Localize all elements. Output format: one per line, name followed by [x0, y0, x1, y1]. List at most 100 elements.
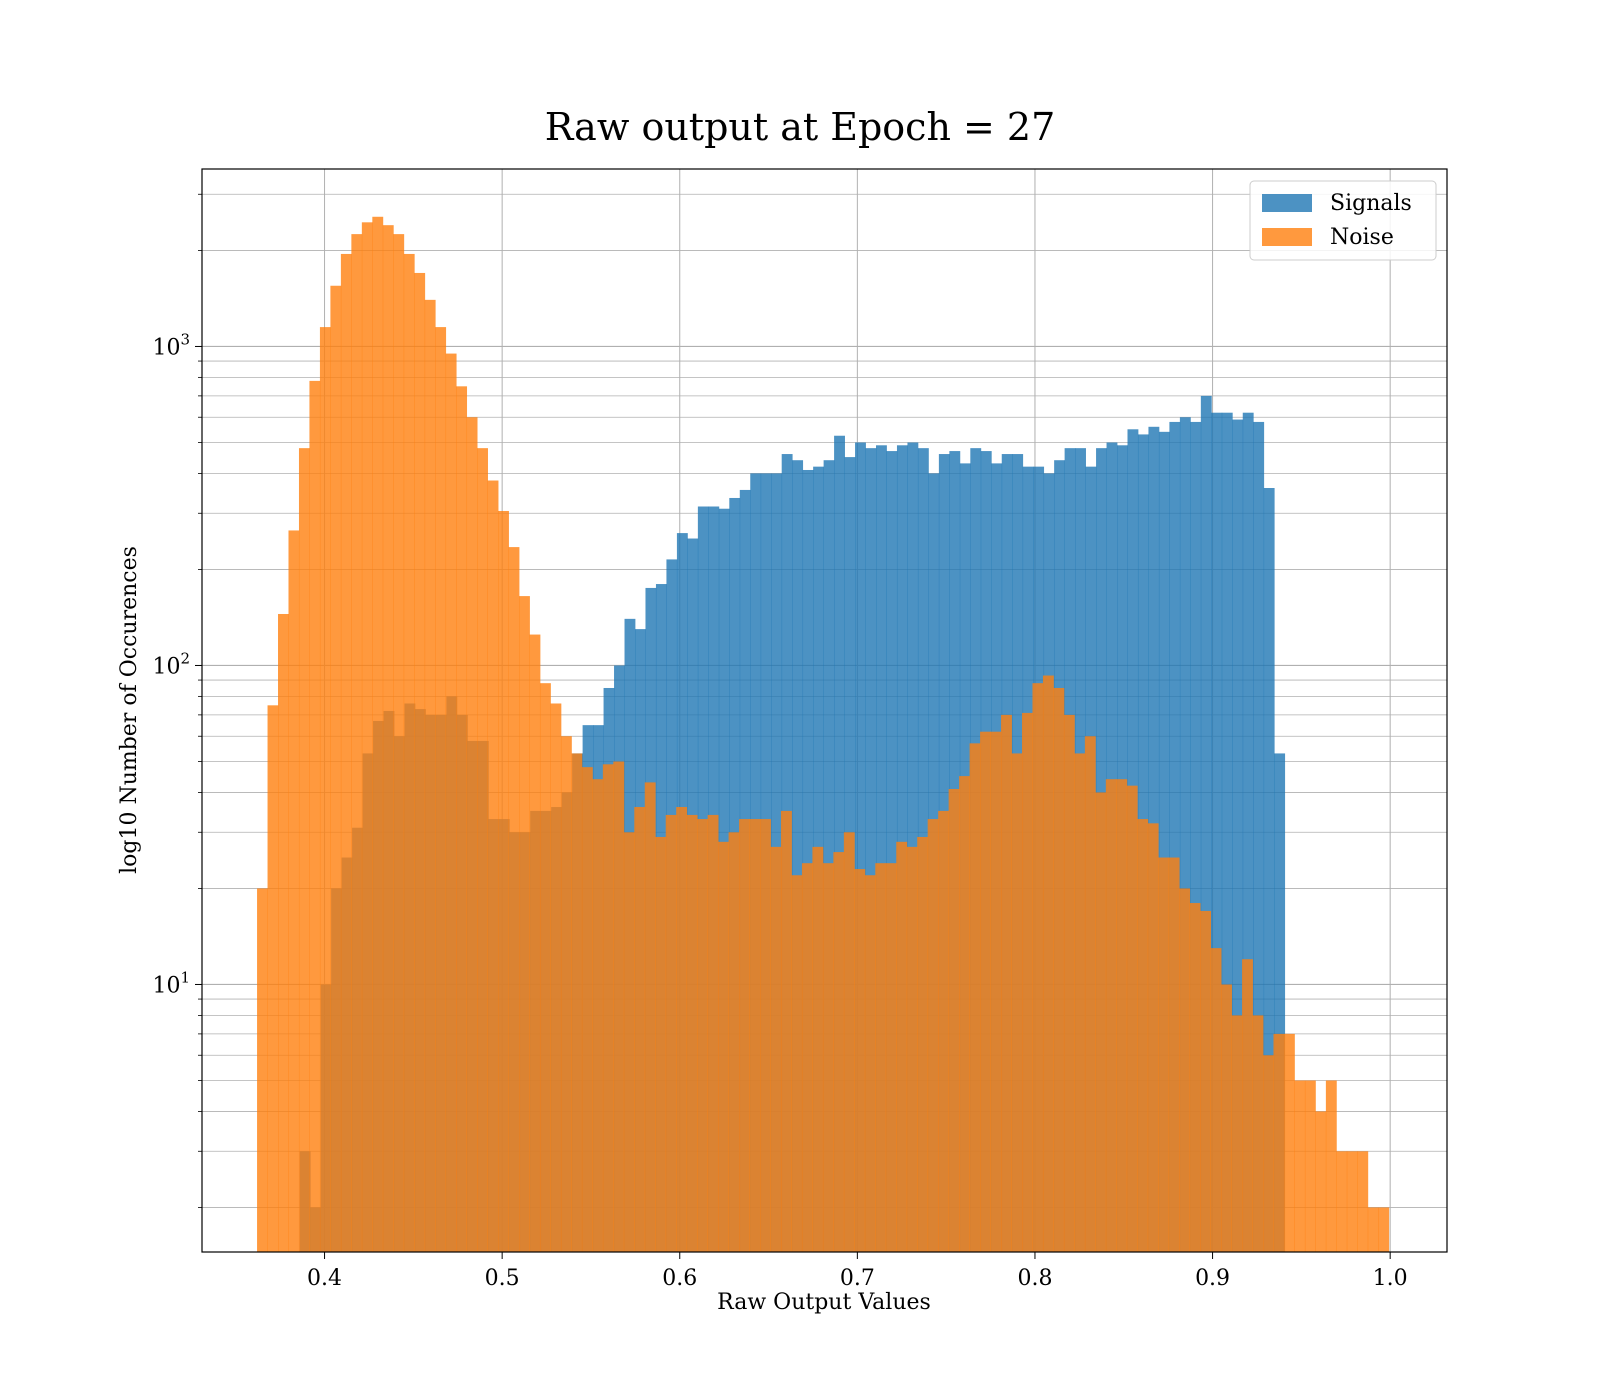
noise-bar [1200, 910, 1212, 1252]
noise-bar [278, 613, 289, 1252]
noise-bar [1378, 1207, 1390, 1252]
noise-bar [644, 782, 656, 1252]
signals-bar [1221, 412, 1233, 1252]
noise-bar [403, 253, 415, 1253]
noise-bar [519, 596, 530, 1252]
noise-bar [1325, 1080, 1337, 1252]
noise-bar [372, 216, 384, 1252]
signals-bar [1253, 421, 1265, 1253]
x-tick-label: 0.9 [1195, 1266, 1230, 1291]
noise-bar [1179, 888, 1191, 1252]
legend-label-signals: Signals [1330, 191, 1412, 216]
x-tick-label: 0.5 [485, 1266, 520, 1291]
signals-bar [1200, 395, 1212, 1252]
histogram-bars [257, 216, 1390, 1253]
signals-bar [823, 460, 835, 1252]
noise-bar [330, 285, 342, 1252]
plot-frame [201, 168, 1448, 1253]
noise-bar [959, 776, 971, 1252]
signals-bar [802, 469, 814, 1252]
signals-bar [1190, 421, 1202, 1253]
noise-bar [424, 299, 436, 1253]
noise-bar [864, 875, 876, 1252]
noise-bar [749, 819, 761, 1252]
noise-bar [728, 832, 740, 1252]
legend-swatch-noise [1262, 228, 1312, 246]
noise-bar [1283, 1033, 1295, 1252]
signals-bar [865, 448, 877, 1252]
noise-bar [634, 807, 646, 1252]
noise-bar [550, 703, 562, 1252]
noise-bar [1210, 948, 1222, 1252]
noise-bar [1357, 1151, 1369, 1252]
noise-bar [414, 272, 426, 1252]
x-axis-label: Raw Output Values [717, 1290, 931, 1315]
noise-bar [435, 327, 447, 1252]
noise-bar [791, 875, 803, 1252]
noise-bar [351, 234, 363, 1252]
legend: Signals Noise [1249, 180, 1437, 261]
signals-bar [1179, 417, 1191, 1252]
noise-bar [917, 836, 929, 1252]
noise-bar [508, 547, 520, 1252]
legend-swatch-signals [1262, 194, 1312, 212]
noise-bar [833, 852, 845, 1252]
legend-label-noise: Noise [1330, 225, 1394, 250]
noise-bar [1336, 1151, 1348, 1252]
noise-bar [267, 705, 279, 1252]
noise-bar [498, 510, 509, 1252]
noise-bar [1263, 1055, 1274, 1252]
noise-bar [927, 819, 939, 1252]
noise-bar [1001, 714, 1012, 1252]
noise-bar [707, 814, 719, 1252]
noise-bar [1168, 857, 1180, 1252]
noise-bar [1346, 1151, 1358, 1252]
signals-bar [886, 451, 898, 1252]
noise-bar [539, 683, 551, 1252]
noise-bar [581, 767, 593, 1252]
noise-bar [1304, 1080, 1316, 1252]
noise-bar [676, 807, 688, 1252]
noise-bar [613, 761, 625, 1252]
noise-bar [801, 863, 813, 1252]
noise-bar [382, 225, 394, 1252]
noise-bar [257, 888, 268, 1252]
noise-bar [1116, 779, 1128, 1252]
noise-bar [812, 846, 824, 1252]
signals-bar [834, 435, 845, 1252]
noise-bar [906, 846, 918, 1252]
noise-bar [571, 753, 583, 1252]
noise-bar [1011, 753, 1023, 1252]
noise-bar [843, 832, 855, 1252]
signals-bar [1263, 488, 1275, 1253]
noise-bar [1021, 712, 1033, 1252]
noise-bar [1053, 687, 1065, 1252]
axis-ticks: 0.4 0.5 0.6 0.7 0.8 0.9 1.0 101 102 103 [152, 193, 1408, 1291]
noise-bar [1315, 1111, 1327, 1252]
noise-bar [770, 846, 782, 1252]
y-axis-label: log10 Number of Occurences [117, 546, 142, 874]
noise-bar [1158, 857, 1170, 1252]
noise-bar [592, 779, 604, 1252]
noise-bar [623, 832, 635, 1252]
noise-bar [1252, 1015, 1264, 1252]
noise-bar [948, 788, 960, 1252]
noise-bar [1294, 1080, 1306, 1252]
noise-bar [739, 819, 750, 1252]
y-tick-label: 103 [152, 330, 190, 360]
noise-bar [560, 736, 572, 1252]
noise-bar [393, 234, 405, 1252]
y-tick-label: 102 [152, 649, 190, 679]
noise-bar [822, 863, 834, 1252]
noise-bar [288, 530, 300, 1252]
noise-bar [718, 841, 729, 1252]
signals-bar [855, 442, 866, 1253]
signals-bar [1274, 753, 1286, 1252]
x-tick-label: 0.4 [307, 1266, 342, 1291]
noise-bar [875, 863, 887, 1252]
noise-bar [1042, 675, 1054, 1252]
noise-bar [969, 743, 981, 1252]
noise-bar [1105, 779, 1117, 1252]
noise-bar [477, 448, 488, 1252]
